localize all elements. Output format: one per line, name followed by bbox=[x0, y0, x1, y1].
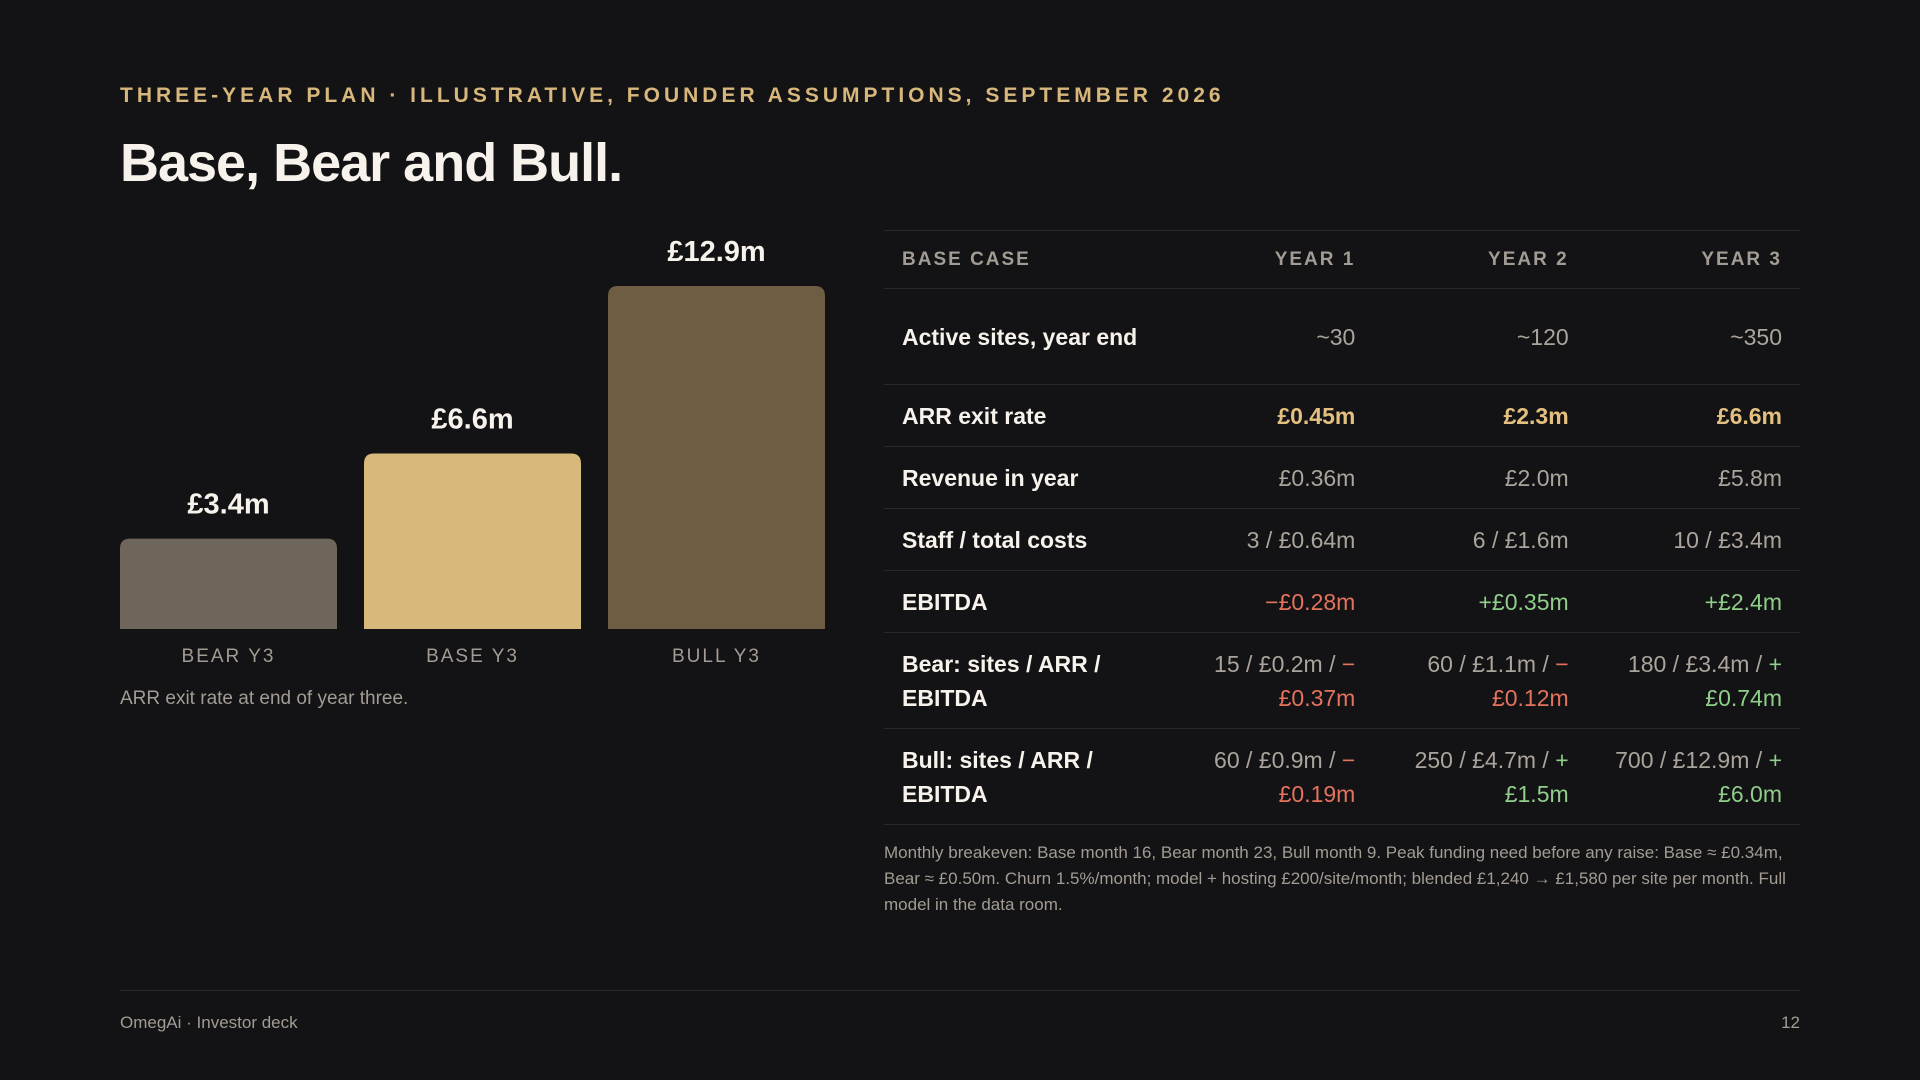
bar-bear-y3 bbox=[120, 538, 337, 629]
cell-value: £0.45m bbox=[1160, 384, 1374, 447]
cell-value: 10 / £3.4m bbox=[1586, 508, 1800, 571]
table-row: Active sites, year end ~30 ~120 ~350 bbox=[884, 288, 1800, 385]
table-row: ARR exit rate £0.45m £2.3m £6.6m bbox=[884, 384, 1800, 447]
cell-part: 15 / £0.2m / bbox=[1214, 650, 1342, 677]
row-label-active-sites: Active sites, year end bbox=[884, 288, 1160, 385]
table-row: Bear: sites / ARR / EBITDA 15 / £0.2m / … bbox=[884, 632, 1800, 729]
category-label: BULL Y3 bbox=[672, 646, 761, 667]
table-header-row: BASE CASE YEAR 1 YEAR 2 YEAR 3 bbox=[884, 230, 1800, 289]
header-year-3: YEAR 3 bbox=[1586, 230, 1800, 289]
footer-brand: OmegAi · Investor deck bbox=[120, 1013, 298, 1032]
footer-divider bbox=[120, 990, 1800, 991]
cell-value: 3 / £0.64m bbox=[1160, 508, 1374, 571]
table-row: EBITDA −£0.28m +£0.35m +£2.4m bbox=[884, 570, 1800, 633]
cell-value: £2.0m bbox=[1373, 446, 1587, 509]
chart-caption: ARR exit rate at end of year three. bbox=[120, 688, 409, 709]
cell-ebitda-positive: +£6.0m bbox=[1718, 746, 1782, 807]
cell-value: 6 / £1.6m bbox=[1373, 508, 1587, 571]
cell-value: £0.36m bbox=[1160, 446, 1374, 509]
table-row: Bull: sites / ARR / EBITDA 60 / £0.9m / … bbox=[884, 728, 1800, 825]
category-label: BEAR Y3 bbox=[182, 646, 276, 667]
category-label: BASE Y3 bbox=[426, 646, 519, 667]
base-case-table: BASE CASE YEAR 1 YEAR 2 YEAR 3 Active si… bbox=[884, 230, 1800, 825]
header-year-1: YEAR 1 bbox=[1160, 230, 1374, 289]
bar-value-label: £12.9m bbox=[667, 236, 765, 268]
cell-ebitda-positive: +£0.74m bbox=[1705, 650, 1782, 711]
cell-part: 700 / £12.9m / bbox=[1615, 746, 1769, 773]
cell-value: 700 / £12.9m / +£6.0m bbox=[1586, 728, 1800, 825]
slide-title: Base, Bear and Bull. bbox=[120, 133, 623, 193]
bar-value-label: £3.4m bbox=[187, 489, 269, 521]
row-label-bull: Bull: sites / ARR / EBITDA bbox=[884, 728, 1160, 825]
arr-bar-chart: £3.4m BEAR Y3 £6.6m BASE Y3 £12.9m BULL Y3 bbox=[120, 236, 825, 667]
cell-value: −£0.28m bbox=[1160, 570, 1374, 633]
header-year-2: YEAR 2 bbox=[1373, 230, 1587, 289]
table-row: Staff / total costs 3 / £0.64m 6 / £1.6m… bbox=[884, 508, 1800, 571]
row-label-arr-exit: ARR exit rate bbox=[884, 384, 1160, 447]
cell-value: 250 / £4.7m / +£1.5m bbox=[1373, 728, 1587, 825]
header-base-case: BASE CASE bbox=[884, 230, 1160, 289]
cell-ebitda-negative: −£0.19m bbox=[1278, 746, 1356, 807]
cell-value: 60 / £1.1m / −£0.12m bbox=[1373, 632, 1587, 729]
cell-value: £2.3m bbox=[1373, 384, 1587, 447]
cell-part: 180 / £3.4m / bbox=[1627, 650, 1769, 677]
bar-value-label: £6.6m bbox=[431, 404, 513, 436]
table-row: Revenue in year £0.36m £2.0m £5.8m bbox=[884, 446, 1800, 509]
cell-part: 60 / £0.9m / bbox=[1214, 746, 1342, 773]
bar-bull-y3 bbox=[608, 286, 825, 629]
page-number: 12 bbox=[1781, 1013, 1800, 1032]
row-label-bear: Bear: sites / ARR / EBITDA bbox=[884, 632, 1160, 729]
cell-value: ~30 bbox=[1160, 288, 1374, 385]
cell-value: £5.8m bbox=[1586, 446, 1800, 509]
cell-value: ~350 bbox=[1586, 288, 1800, 385]
cell-value: 180 / £3.4m / +£0.74m bbox=[1586, 632, 1800, 729]
cell-part: 250 / £4.7m / bbox=[1414, 746, 1556, 773]
cell-ebitda-negative: −£0.12m bbox=[1491, 650, 1569, 711]
bar-base-y3 bbox=[364, 453, 581, 629]
cell-ebitda-positive: +£1.5m bbox=[1504, 746, 1569, 807]
cell-value: 60 / £0.9m / −£0.19m bbox=[1160, 728, 1374, 825]
cell-value: ~120 bbox=[1373, 288, 1587, 385]
row-label-ebitda: EBITDA bbox=[884, 570, 1160, 633]
row-label-revenue: Revenue in year bbox=[884, 446, 1160, 509]
cell-part: 60 / £1.1m / bbox=[1427, 650, 1556, 677]
cell-value: £6.6m bbox=[1586, 384, 1800, 447]
row-label-staff-costs: Staff / total costs bbox=[884, 508, 1160, 571]
section-kicker: THREE-YEAR PLAN · ILLUSTRATIVE, FOUNDER … bbox=[120, 84, 1225, 107]
footnote: Monthly breakeven: Base month 16, Bear m… bbox=[884, 843, 1786, 914]
cell-value: +£2.4m bbox=[1586, 570, 1800, 633]
cell-value: +£0.35m bbox=[1373, 570, 1587, 633]
cell-value: 15 / £0.2m / −£0.37m bbox=[1160, 632, 1374, 729]
cell-ebitda-negative: −£0.37m bbox=[1278, 650, 1356, 711]
